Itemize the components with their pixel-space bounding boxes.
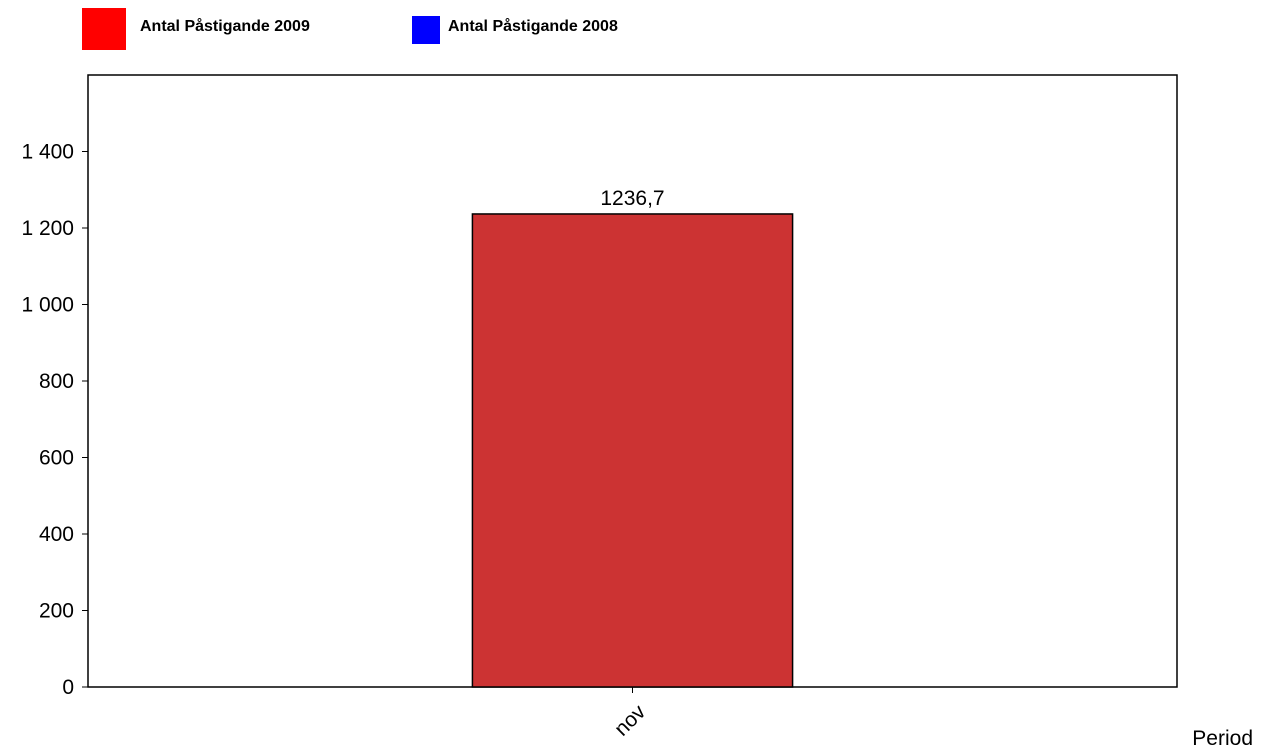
y-tick-label: 600 <box>39 447 74 470</box>
x-axis-title: Period <box>1192 727 1253 750</box>
y-tick-label: 800 <box>39 370 74 393</box>
y-tick-label: 0 <box>62 676 74 699</box>
bar-value-label: 1236,7 <box>600 187 664 210</box>
x-axis: nov <box>610 687 651 741</box>
legend-swatch-2009 <box>82 8 126 50</box>
bar-nov <box>471 213 794 688</box>
y-tick-label: 1 000 <box>21 294 74 317</box>
y-tick-label: 400 <box>39 523 74 546</box>
y-tick-label: 200 <box>39 600 74 623</box>
legend-label-2009: Antal Påstigande 2009 <box>140 18 310 35</box>
y-axis: 0 200 400 600 800 1 000 1 200 1 400 <box>21 141 88 699</box>
legend-swatch-2008 <box>412 16 440 44</box>
y-tick-label: 1 400 <box>21 141 74 164</box>
y-tick-label: 1 200 <box>21 217 74 240</box>
bars-group: 1236,7 <box>471 187 794 688</box>
x-tick-label: nov <box>610 700 651 741</box>
legend-label-2008: Antal Påstigande 2008 <box>448 18 618 35</box>
